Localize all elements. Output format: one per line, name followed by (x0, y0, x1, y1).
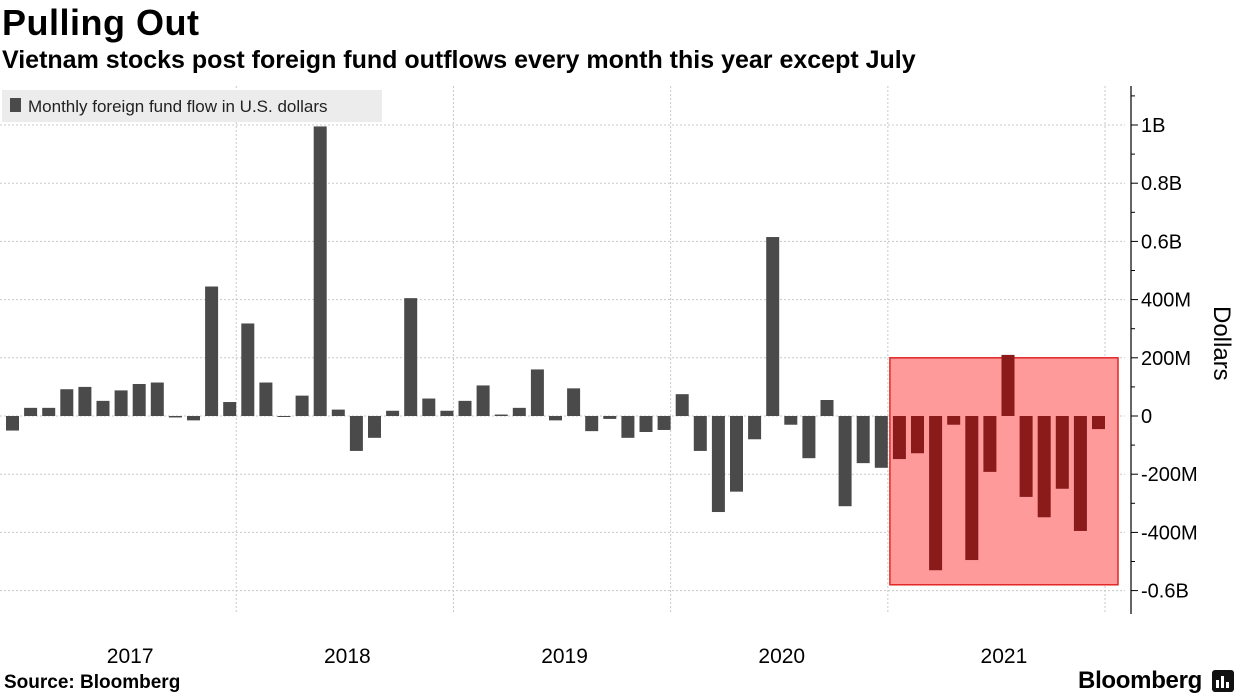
bar-2020-03[interactable] (711, 416, 725, 513)
bar-2019-02[interactable] (476, 385, 490, 416)
y-axis-title: Dollars (1208, 306, 1235, 381)
bar-2017-05[interactable] (96, 400, 110, 416)
x-axis-labels: 2017 2018 2019 2020 2021 (107, 645, 1027, 668)
legend-label: Monthly foreign fund flow in U.S. dollar… (28, 97, 328, 116)
bar-2016-12[interactable] (6, 416, 19, 431)
y-tick-label: -200M (1141, 464, 1198, 486)
bar-2018-12[interactable] (440, 410, 454, 416)
bar-2018-08[interactable] (368, 416, 381, 438)
bar-2017-09[interactable] (168, 416, 182, 418)
bar-2020-09[interactable] (820, 399, 834, 416)
bar-2017-08[interactable] (150, 382, 164, 416)
bar-2020-05[interactable] (748, 416, 762, 440)
y-tick-label: 400M (1141, 290, 1191, 312)
bar-2021-09[interactable] (1037, 416, 1051, 518)
y-tick-label: 200M (1141, 348, 1191, 370)
bar-2020-01[interactable] (675, 394, 689, 416)
bar-2019-10[interactable] (621, 416, 635, 438)
bar-2018-01[interactable] (241, 323, 255, 416)
bar-2018-05[interactable] (313, 126, 327, 416)
y-tick-label: 0 (1141, 406, 1152, 428)
bar-2019-03[interactable] (494, 414, 508, 416)
bar-undefined[interactable] (1092, 416, 1105, 430)
bar-2018-06[interactable] (331, 409, 345, 416)
bar-2019-08[interactable] (585, 416, 599, 432)
bar-2021-07[interactable] (1001, 354, 1015, 416)
bar-2017-11[interactable] (205, 286, 219, 416)
bar-2021-01[interactable] (892, 416, 906, 460)
bar-2020-08[interactable] (802, 416, 816, 459)
bar-2019-04[interactable] (512, 407, 526, 416)
bar-2020-06[interactable] (766, 237, 780, 416)
x-tick-label: 2017 (107, 645, 154, 668)
bloomberg-terminal-icon (1212, 670, 1234, 692)
bar-2017-01[interactable] (24, 407, 38, 416)
y-tick-label: 0.6B (1141, 231, 1182, 253)
bar-2018-09[interactable] (386, 410, 400, 416)
bar-2021-03[interactable] (929, 416, 943, 571)
bar-2021-08[interactable] (1019, 416, 1033, 497)
source-note: Source: Bloomberg (4, 672, 181, 693)
bar-2021-06[interactable] (983, 416, 997, 472)
bar-2017-06[interactable] (114, 390, 128, 416)
bar-2021-10[interactable] (1055, 416, 1069, 489)
x-tick-label: 2020 (758, 645, 805, 668)
legend-background (2, 90, 382, 122)
bar-2017-10[interactable] (187, 416, 200, 421)
bar-2021-04[interactable] (947, 416, 961, 425)
bar-2018-04[interactable] (295, 395, 309, 416)
bar-2019-05[interactable] (530, 369, 544, 416)
y-tick-label: -400M (1141, 522, 1198, 544)
chart-subtitle: Vietnam stocks post foreign fund outflow… (2, 46, 916, 74)
bloomberg-logo: Bloomberg (1078, 667, 1202, 694)
bars (6, 126, 1105, 571)
bar-2019-09[interactable] (603, 416, 617, 419)
bar-2017-12[interactable] (223, 402, 237, 416)
x-tick-label: 2018 (324, 645, 371, 668)
bar-2018-10[interactable] (404, 298, 418, 416)
bar-2017-04[interactable] (78, 386, 92, 416)
y-tick-label: -0.6B (1141, 581, 1189, 603)
y-axis: 1B 0.8B 0.6B 400M 200M 0 -200M -400M -0.6B (1130, 86, 1198, 614)
x-tick-label: 2021 (981, 645, 1028, 668)
legend-swatch (10, 98, 21, 112)
bar-2018-03[interactable] (277, 416, 291, 417)
bar-2021-02[interactable] (911, 416, 924, 454)
bar-2020-02[interactable] (693, 416, 707, 451)
bar-2020-04[interactable] (730, 416, 743, 492)
bar-2021-11[interactable] (1073, 416, 1087, 531)
bar-2020-11[interactable] (856, 416, 870, 464)
bar-2019-11[interactable] (639, 416, 653, 433)
bar-2018-07[interactable] (349, 416, 363, 451)
chart-title: Pulling Out (2, 2, 200, 43)
bar-2017-03[interactable] (60, 389, 74, 416)
bar-2018-11[interactable] (422, 398, 436, 416)
bar-2020-10[interactable] (838, 416, 852, 507)
bar-2019-01[interactable] (458, 400, 472, 416)
bar-2020-12[interactable] (874, 416, 888, 468)
bar-2017-07[interactable] (132, 383, 146, 416)
bar-2020-07[interactable] (784, 416, 798, 425)
y-tick-label: 0.8B (1141, 173, 1182, 195)
bar-2017-02[interactable] (42, 407, 56, 416)
bar-2019-12[interactable] (657, 416, 671, 430)
bar-2019-07[interactable] (567, 388, 581, 416)
y-tick-label: 1B (1141, 115, 1165, 137)
bar-2021-05[interactable] (965, 416, 979, 561)
bar-2018-02[interactable] (259, 382, 273, 416)
bar-2019-06[interactable] (549, 416, 562, 421)
legend[interactable]: Monthly foreign fund flow in U.S. dollar… (2, 90, 382, 122)
x-tick-label: 2019 (541, 645, 588, 668)
